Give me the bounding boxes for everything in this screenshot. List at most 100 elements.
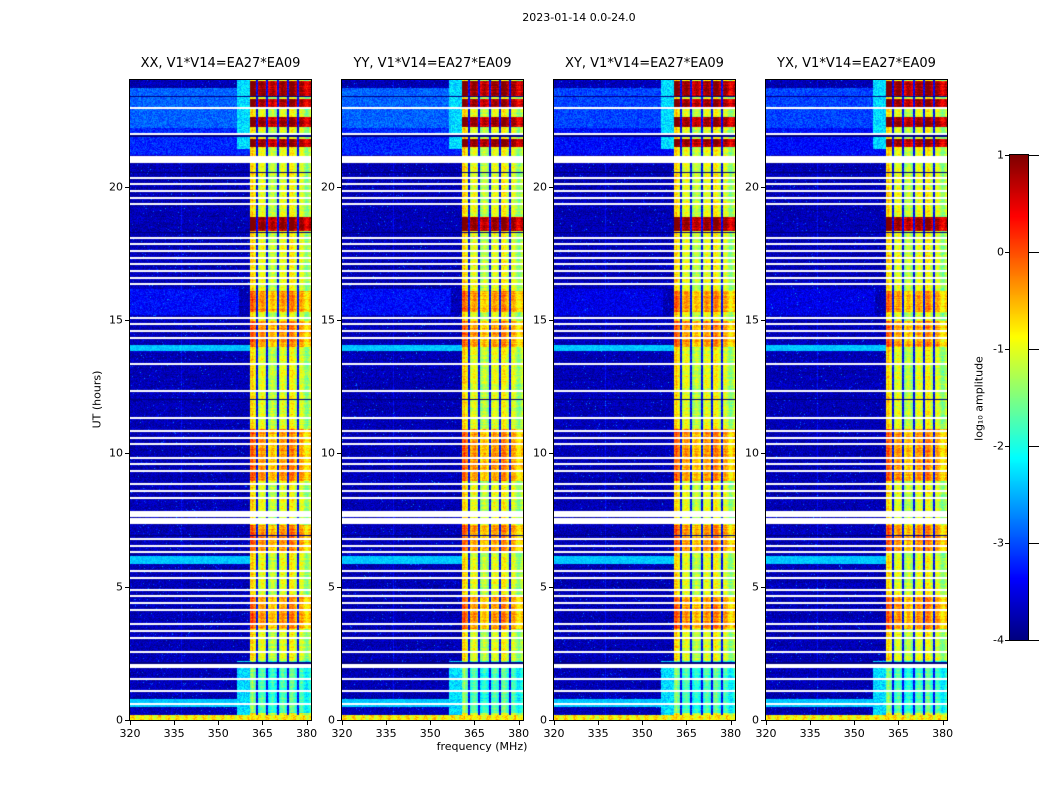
y-tick-label: 20: [533, 180, 547, 194]
panel-title: YY, V1*V14=EA27*EA09: [353, 56, 512, 71]
colorbar-tick-mark: [1005, 252, 1009, 253]
x-tick-label: 335: [163, 727, 185, 740]
colorbar-tick-label: -1: [993, 342, 1004, 356]
x-tick-mark: [942, 721, 944, 725]
x-tick-mark: [642, 721, 644, 725]
x-tick-label: 350: [631, 727, 653, 740]
y-tick-mark: [761, 320, 765, 321]
y-tick-mark: [549, 186, 553, 188]
colorbar-tick-label: -3: [993, 536, 1004, 550]
y-tick-mark: [761, 186, 765, 188]
x-tick-label: 335: [375, 727, 397, 740]
colorbar-tick-mark: [1029, 252, 1039, 253]
colorbar-tick-label: -2: [993, 439, 1004, 453]
x-tick-mark: [810, 721, 812, 725]
spectrogram-image: [129, 79, 312, 721]
panel-title: YX, V1*V14=EA27*EA09: [777, 56, 936, 71]
y-tick-mark: [125, 186, 129, 188]
x-tick-mark: [262, 721, 264, 725]
y-tick-mark: [549, 586, 553, 588]
y-tick-mark: [125, 720, 129, 721]
x-tick-label: 350: [419, 727, 441, 740]
spectrogram-panel: XY, V1*V14=EA27*EA09 320 335 350 365 380 0 5 10 1…: [533, 56, 741, 740]
y-tick-mark: [549, 453, 553, 455]
spectrogram-panel: XX, V1*V14=EA27*EA09 320 335 350 365 380 0 5 10 1…: [109, 56, 317, 740]
panel-title: XY, V1*V14=EA27*EA09: [565, 56, 724, 71]
y-tick-mark: [761, 586, 765, 588]
colorbar-label: log₁₀ amplitude: [972, 356, 986, 441]
colorbar-tick-mark: [1029, 155, 1039, 156]
spectrogram-image: [765, 79, 948, 721]
x-tick-label: 380: [720, 727, 742, 740]
x-tick-mark: [898, 721, 900, 725]
y-tick-label: 15: [321, 313, 335, 327]
colorbar-tick-mark: [1005, 155, 1009, 156]
y-tick-label: 0: [540, 713, 547, 727]
spectrogram-image: [341, 79, 524, 721]
x-tick-label: 380: [932, 727, 954, 740]
colorbar-tick-mark: [1029, 349, 1039, 350]
x-tick-mark: [130, 721, 131, 725]
spectrogram-panel: YX, V1*V14=EA27*EA09 320 335 350 365 380 0 5 10 1…: [745, 56, 953, 740]
colorbar-gradient: [1009, 154, 1029, 641]
colorbar-tick-label: 0: [997, 245, 1004, 259]
colorbar-tick-label: 1: [997, 148, 1004, 162]
x-tick-label: 335: [587, 727, 609, 740]
colorbar-tick-mark: [1005, 640, 1009, 641]
x-tick-label: 380: [508, 727, 530, 740]
x-axis-label: frequency (MHz): [436, 740, 528, 753]
x-tick-mark: [686, 721, 688, 725]
x-tick-label: 365: [675, 727, 697, 740]
y-tick-mark: [337, 586, 341, 588]
y-tick-mark: [125, 586, 129, 588]
x-tick-mark: [218, 721, 220, 725]
y-tick-label: 20: [109, 180, 123, 194]
y-tick-mark: [337, 453, 341, 455]
colorbar-tick-mark: [1029, 446, 1039, 447]
y-tick-label: 0: [116, 713, 123, 727]
y-tick-label: 15: [109, 313, 123, 327]
y-tick-label: 15: [533, 313, 547, 327]
y-tick-label: 5: [116, 580, 123, 594]
y-tick-mark: [549, 320, 553, 321]
x-tick-mark: [730, 721, 732, 725]
y-tick-label: 5: [540, 580, 547, 594]
y-axis-label: UT (hours): [90, 370, 104, 429]
x-tick-label: 335: [799, 727, 821, 740]
y-tick-mark: [125, 453, 129, 455]
spectrogram-panel: YY, V1*V14=EA27*EA09 320 335 350 365 380 0 5 10 1…: [321, 56, 529, 740]
y-tick-label: 20: [321, 180, 335, 194]
y-tick-label: 10: [533, 446, 547, 460]
y-tick-mark: [549, 720, 553, 721]
colorbar-tick-mark: [1029, 640, 1039, 641]
y-tick-mark: [337, 720, 341, 721]
y-tick-label: 20: [745, 180, 759, 194]
y-tick-label: 5: [752, 580, 759, 594]
y-tick-label: 10: [321, 446, 335, 460]
y-tick-mark: [337, 186, 341, 188]
x-tick-label: 320: [119, 727, 141, 740]
x-tick-label: 365: [251, 727, 273, 740]
y-tick-label: 10: [745, 446, 759, 460]
x-tick-label: 350: [207, 727, 229, 740]
x-tick-mark: [854, 721, 856, 725]
x-tick-mark: [518, 721, 520, 725]
y-tick-label: 15: [745, 313, 759, 327]
y-tick-mark: [761, 720, 765, 721]
x-tick-label: 365: [887, 727, 909, 740]
y-tick-label: 0: [752, 713, 759, 727]
spectrogram-image: [553, 79, 736, 721]
x-tick-mark: [430, 721, 432, 725]
x-tick-mark: [174, 721, 176, 725]
x-tick-label: 365: [463, 727, 485, 740]
colorbar-tick-mark: [1005, 446, 1009, 447]
y-tick-mark: [125, 320, 129, 321]
colorbar-tick-mark: [1005, 543, 1009, 544]
x-tick-label: 320: [331, 727, 353, 740]
panel-title: XX, V1*V14=EA27*EA09: [140, 56, 301, 71]
x-tick-mark: [342, 721, 343, 725]
figure-title: 2023-01-14 0.0-24.0: [522, 11, 636, 24]
x-tick-mark: [554, 721, 555, 725]
x-tick-mark: [306, 721, 308, 725]
